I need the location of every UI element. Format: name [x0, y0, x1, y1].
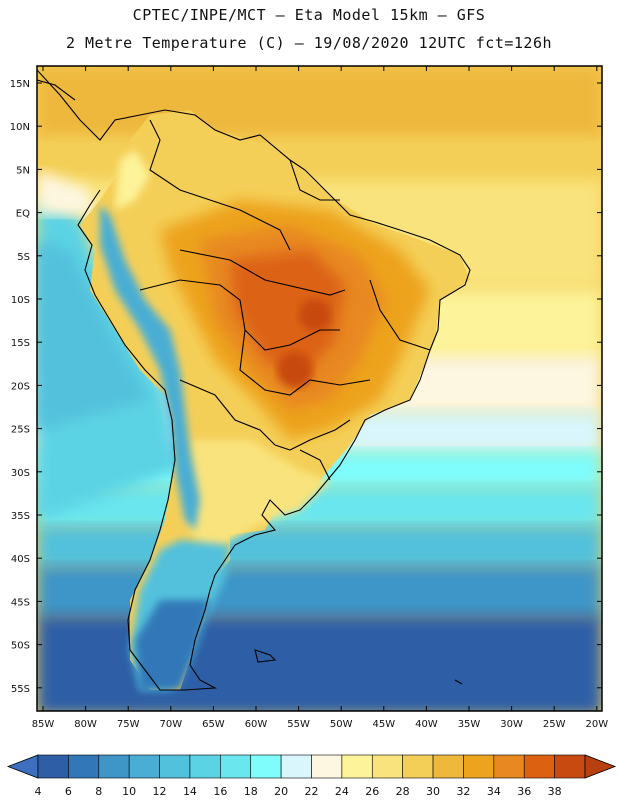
color-bar-label: 26	[365, 785, 379, 798]
color-bar-swatch	[220, 754, 252, 779]
lat-label-5s: 5S	[17, 252, 30, 263]
lon-label-65w: 65W	[202, 719, 225, 730]
color-bar-label: 12	[153, 785, 167, 798]
lon-label-70w: 70W	[159, 719, 182, 730]
color-bar-label: 30	[426, 785, 440, 798]
latitude-labels: 15N 10N 5N EQ 5S 10S 15S 20S 25S 30S 35S 40S 45S 50S 5…	[10, 79, 30, 695]
map-title-line1: CPTEC/INPE/MCT – Eta Model 15km – GFS	[132, 6, 486, 24]
lon-label-85w: 85W	[32, 719, 55, 730]
color-bar-low-arrow	[6, 754, 39, 779]
lat-label-35s: 35S	[11, 511, 30, 522]
color-bar-label: 10	[122, 785, 136, 798]
color-bar-swatch	[523, 754, 555, 779]
color-bar-swatch	[37, 754, 69, 779]
color-bar-label: 36	[517, 785, 531, 798]
color-bar-swatch	[432, 754, 464, 779]
color-bar-label: 6	[65, 785, 72, 798]
lat-label-eq: EQ	[16, 209, 30, 220]
lon-label-35w: 35W	[458, 719, 481, 730]
lon-label-20w: 20W	[585, 719, 608, 730]
longitude-labels: 85W 80W 75W 70W 65W 60W 55W 50W 45W 40W 35W 30W 25W 2…	[32, 719, 609, 730]
lat-label-20s: 20S	[11, 381, 30, 392]
lat-label-40s: 40S	[11, 554, 30, 565]
map-frame	[36, 65, 603, 712]
color-bar-swatch	[128, 754, 160, 779]
lat-label-10n: 10N	[10, 122, 30, 133]
lon-label-60w: 60W	[245, 719, 268, 730]
color-bar-label: 34	[487, 785, 501, 798]
color-bar-swatch	[402, 754, 434, 779]
color-bar	[6, 754, 617, 779]
color-bar-label: 16	[213, 785, 227, 798]
color-bar-label: 24	[335, 785, 349, 798]
lon-label-25w: 25W	[543, 719, 566, 730]
color-bar-swatch	[554, 754, 586, 779]
lat-label-15s: 15S	[11, 338, 30, 349]
color-bar-high-arrow	[584, 754, 617, 779]
color-bar-label: 22	[305, 785, 319, 798]
lat-label-10s: 10S	[11, 295, 30, 306]
color-bar-label: 4	[35, 785, 42, 798]
lon-label-50w: 50W	[330, 719, 353, 730]
lon-label-30w: 30W	[500, 719, 523, 730]
color-bar-swatch	[159, 754, 191, 779]
color-bar-swatch	[311, 754, 343, 779]
lat-label-45s: 45S	[11, 597, 30, 608]
axis-ticks	[37, 66, 602, 711]
lon-label-80w: 80W	[74, 719, 97, 730]
color-bar-label: 8	[95, 785, 102, 798]
color-bar-label: 32	[456, 785, 470, 798]
color-bar-swatch	[250, 754, 282, 779]
color-bar-swatch	[68, 754, 100, 779]
lat-label-25s: 25S	[11, 425, 30, 436]
lon-label-55w: 55W	[287, 719, 310, 730]
color-bar-swatch	[493, 754, 525, 779]
color-bar-label: 28	[396, 785, 410, 798]
coastlines	[37, 69, 471, 691]
color-bar-swatch	[463, 754, 495, 779]
color-bar-label: 14	[183, 785, 197, 798]
temperature-field	[37, 66, 602, 711]
lat-label-30s: 30S	[11, 468, 30, 479]
color-bar-swatch	[371, 754, 403, 779]
lat-label-15n: 15N	[10, 79, 30, 90]
color-bar-swatch	[280, 754, 312, 779]
lat-label-55s: 55S	[11, 684, 30, 695]
map-title-line2: 2 Metre Temperature (C) – 19/08/2020 12U…	[65, 34, 553, 52]
color-bar-label: 18	[244, 785, 258, 798]
lon-label-75w: 75W	[117, 719, 140, 730]
lon-label-45w: 45W	[372, 719, 395, 730]
color-bar-labels: 4 6 8 10 12 14 16 18 20 22 24 26 28 30 32 34 36 38	[35, 785, 562, 798]
lat-label-5n: 5N	[16, 165, 30, 176]
lat-label-50s: 50S	[11, 641, 30, 652]
color-bar-swatch	[341, 754, 373, 779]
color-bar-label: 20	[274, 785, 288, 798]
color-bar-label: 38	[548, 785, 562, 798]
color-bar-swatch	[98, 754, 130, 779]
color-bar-swatch	[189, 754, 221, 779]
lon-label-40w: 40W	[415, 719, 438, 730]
